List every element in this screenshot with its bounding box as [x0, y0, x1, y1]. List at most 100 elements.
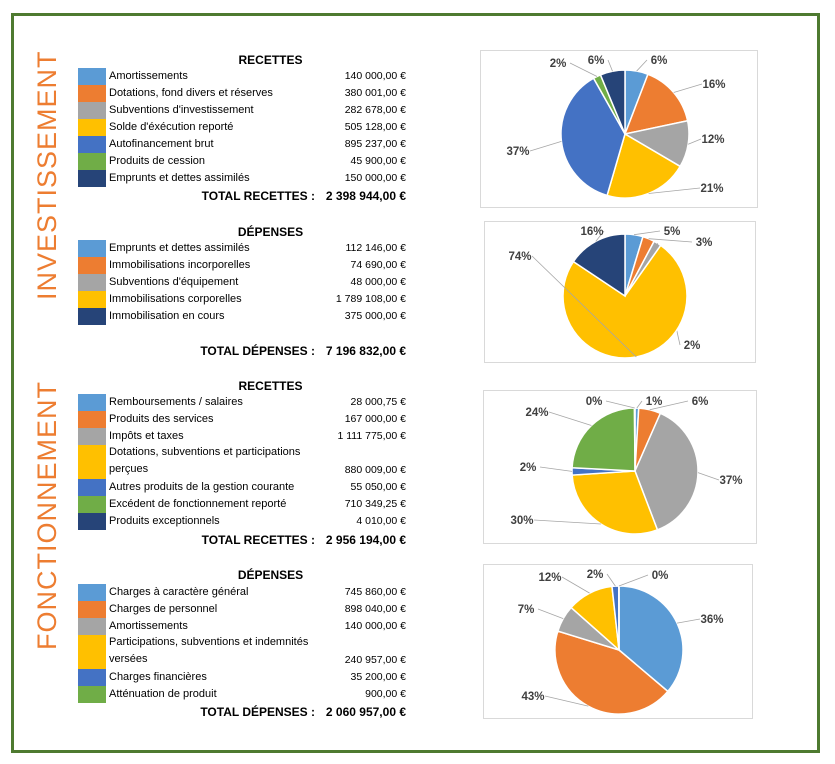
legend-swatch: [78, 686, 106, 703]
pie-slice: [618, 585, 684, 693]
legend-value: 35 200,00 €: [350, 671, 406, 683]
pie-leader-line: [531, 255, 637, 358]
legend-label: Emprunts et dettes assimilés: [109, 172, 250, 184]
legend-swatch: [78, 274, 106, 291]
pie-data-label: 0%: [586, 396, 603, 408]
pie-data-label: 16%: [702, 79, 725, 91]
pie-slice: [633, 407, 636, 472]
legend-label: Charges de personnel: [109, 603, 218, 615]
legend-row: Amortissements 140 000,00 €: [78, 618, 413, 635]
legend-swatch: [78, 102, 106, 119]
legend-label: Dotations, subventions et participations…: [109, 446, 301, 475]
total-value: 2 956 194,00 €: [325, 533, 406, 547]
legend-label: Solde d'éxécution reporté: [109, 121, 234, 133]
legend-label: Produits exceptionnels: [109, 515, 220, 527]
legend-label: Subventions d'investissement: [109, 104, 254, 116]
legend-row: Charges à caractère général 745 860,00 €: [78, 584, 413, 601]
pie-data-label: 2%: [587, 569, 604, 581]
legend-label: Immobilisation en cours: [109, 310, 225, 322]
legend-label: Remboursements / salaires: [109, 396, 243, 408]
legend-value: 1 789 108,00 €: [335, 293, 406, 305]
legend-label: Emprunts et dettes assimilés: [109, 242, 250, 254]
section-title: RECETTES: [238, 379, 303, 393]
legend-swatch: [78, 496, 106, 513]
legend-value: 112 146,00 €: [345, 242, 406, 254]
legend-swatch: [78, 85, 106, 102]
legend-value: 28 000,75 €: [350, 396, 406, 408]
pie-data-label: 6%: [588, 55, 605, 67]
legend-row: Excédent de fonctionnement reporté 710 34…: [78, 496, 413, 513]
legend-label: Dotations, fond divers et réserves: [109, 87, 273, 99]
pie-data-label: 5%: [664, 226, 681, 238]
legend-swatch: [78, 240, 106, 257]
pie-slice: [571, 470, 659, 535]
pie-leader-line: [548, 411, 592, 426]
pie-data-label: 1%: [646, 396, 663, 408]
pie-data-label: 12%: [538, 572, 561, 584]
legend-row: Immobilisations corporelles 1 789 108,00 …: [78, 291, 413, 308]
legend-value: 140 000,00 €: [344, 620, 406, 632]
pie-data-label: 74%: [508, 251, 531, 263]
legend-value: 240 957,00 €: [344, 654, 406, 666]
total-row: TOTAL RECETTES : 2 398 944,00 €: [78, 189, 413, 205]
legend-swatch: [78, 513, 106, 530]
pie-data-label: 12%: [701, 134, 724, 146]
legend-row: Produits de cession 45 900,00 €: [78, 153, 413, 170]
legend-row: Atténuation de produit 900,00 €: [78, 686, 413, 703]
pie-leader-line: [697, 472, 720, 481]
legend-swatch: [78, 153, 106, 170]
legend-label: Impôts et taxes: [109, 430, 184, 442]
legend-label: Charges à caractère général: [109, 586, 249, 598]
legend-value: 150 000,00 €: [344, 172, 406, 184]
legend-row: Amortissements 140 000,00 €: [78, 68, 413, 85]
pie-leader-line: [648, 238, 693, 243]
pie-slice: [634, 412, 699, 531]
legend-value: 74 690,00 €: [350, 259, 406, 271]
legend-row: Subventions d'équipement 48 000,00 €: [78, 274, 413, 291]
section-title: RECETTES: [238, 53, 303, 67]
legend-row: Impôts et taxes 1 111 775,00 €: [78, 428, 413, 445]
total-label: TOTAL DÉPENSES :: [200, 705, 315, 719]
legend-label: Immobilisations incorporelles: [109, 259, 251, 271]
pie-data-label: 7%: [518, 604, 535, 616]
legend-value: 55 050,00 €: [350, 481, 406, 493]
pie-leader-line: [569, 62, 598, 77]
pie-slice: [623, 73, 689, 136]
legend-value: 167 000,00 €: [344, 413, 406, 425]
pie-data-label: 16%: [580, 226, 603, 238]
pie-leader-line: [544, 695, 589, 707]
legend-row: Solde d'éxécution reporté 505 128,00 €: [78, 119, 413, 136]
legend-swatch: [78, 479, 106, 496]
legend-row: Emprunts et dettes assimilés 112 146,00 €: [78, 240, 413, 257]
legend-row: Charges de personnel 898 040,00 €: [78, 601, 413, 618]
legend-label: Amortissements: [109, 70, 188, 82]
legend-row: Immobilisation en cours 375 000,00 €: [78, 308, 413, 325]
legend-label: Atténuation de produit: [109, 688, 217, 700]
pie-data-label: 37%: [506, 146, 529, 158]
legend-swatch: [78, 428, 106, 445]
legend-swatch: [78, 308, 106, 325]
section-title: DÉPENSES: [237, 225, 304, 239]
pie-leader-line: [595, 230, 605, 242]
total-label: TOTAL RECETTES :: [201, 533, 315, 547]
legend-swatch: [78, 291, 106, 308]
pie-chart-investissement-depenses: 5% 3% 2% 74% 16%: [484, 221, 756, 363]
legend-swatch: [78, 445, 106, 479]
section-title: DÉPENSES: [237, 568, 304, 582]
legend-value: 898 040,00 €: [344, 603, 406, 615]
pie-data-label: 36%: [700, 614, 723, 626]
pie-svg: 36% 43% 7% 12% 2% 0%: [518, 569, 724, 715]
legend-row: Immobilisations incorporelles 74 690,00 €: [78, 257, 413, 274]
legend-swatch: [78, 601, 106, 618]
legend-value: 745 860,00 €: [344, 586, 406, 598]
legend-swatch: [78, 119, 106, 136]
legend-label: Produits des services: [109, 413, 214, 425]
legend-value: 710 349,25 €: [344, 498, 406, 510]
legend-row: Produits des services 167 000,00 €: [78, 411, 413, 428]
pie-leader-line: [677, 618, 701, 624]
pie-leader-line: [537, 608, 564, 619]
total-row: TOTAL DÉPENSES : 2 060 957,00 €: [78, 705, 413, 721]
pie-data-label: 21%: [700, 183, 723, 195]
legend-label: Subventions d'équipement: [109, 276, 239, 288]
pie-leader-line: [529, 140, 562, 152]
